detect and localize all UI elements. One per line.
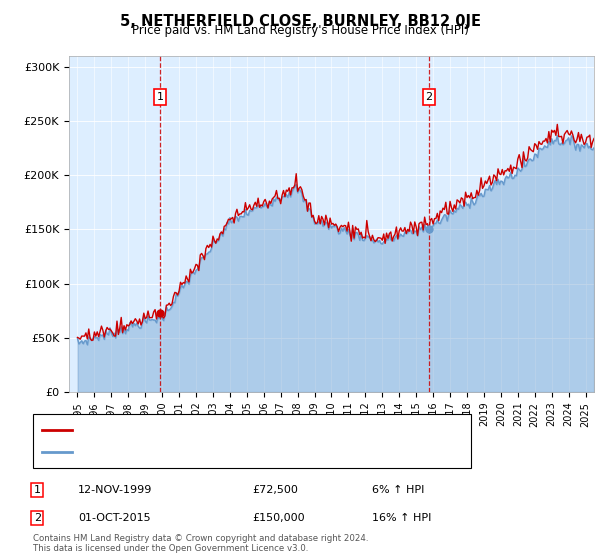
Text: Contains HM Land Registry data © Crown copyright and database right 2024.
This d: Contains HM Land Registry data © Crown c… — [33, 534, 368, 553]
Text: 12-NOV-1999: 12-NOV-1999 — [78, 485, 152, 495]
Text: 01-OCT-2015: 01-OCT-2015 — [78, 513, 151, 523]
Text: Price paid vs. HM Land Registry's House Price Index (HPI): Price paid vs. HM Land Registry's House … — [131, 24, 469, 36]
Text: 2: 2 — [34, 513, 41, 523]
Text: 1: 1 — [157, 92, 163, 102]
Text: 1: 1 — [34, 485, 41, 495]
Text: 5, NETHERFIELD CLOSE, BURNLEY, BB12 0JE (detached house): 5, NETHERFIELD CLOSE, BURNLEY, BB12 0JE … — [78, 426, 420, 435]
Text: HPI: Average price, detached house, Burnley: HPI: Average price, detached house, Burn… — [78, 447, 322, 456]
Text: 5, NETHERFIELD CLOSE, BURNLEY, BB12 0JE: 5, NETHERFIELD CLOSE, BURNLEY, BB12 0JE — [119, 14, 481, 29]
Text: 2: 2 — [425, 92, 433, 102]
Text: 6% ↑ HPI: 6% ↑ HPI — [372, 485, 424, 495]
Text: £72,500: £72,500 — [252, 485, 298, 495]
Text: 16% ↑ HPI: 16% ↑ HPI — [372, 513, 431, 523]
Text: £150,000: £150,000 — [252, 513, 305, 523]
